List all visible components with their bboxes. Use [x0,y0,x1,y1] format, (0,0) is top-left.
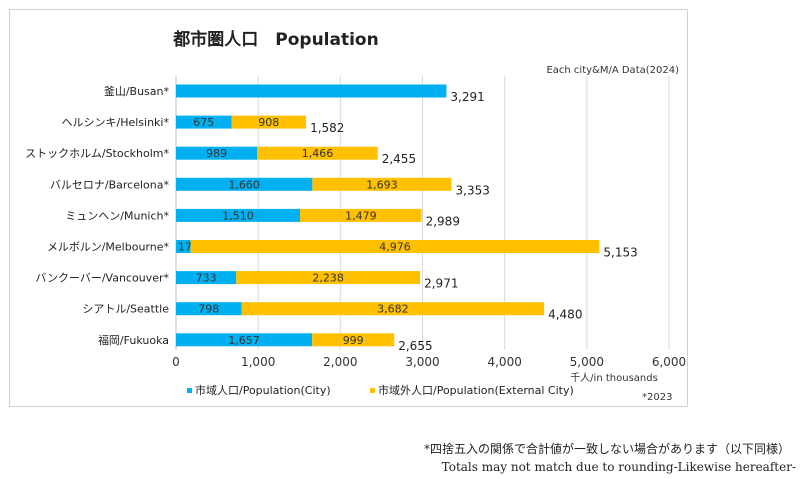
bar-city [176,271,237,285]
category-label: ミュンヘン/Munich* [65,209,169,222]
population-chart: 都市圏人口 Population Each city&M/A Data(2024… [25,29,686,403]
bar-external [300,208,422,222]
x-axis-unit-label: 千人/in thousands [570,372,658,384]
bar-total-label: 2,989 [426,214,460,228]
category-label: バルセロナ/Barcelona* [50,178,170,191]
bar-total-label: 5,153 [603,246,637,260]
bar-external [312,177,452,191]
chart-frame: 都市圏人口 Population Each city&M/A Data(2024… [9,9,688,407]
bar-city [176,208,301,222]
bar-value-label: 1,657 [228,334,260,347]
legend: 市域人口/Population(City) 市域外人口/Population(Ex… [187,383,574,397]
bar-value-label: 999 [343,334,364,347]
bar-city [176,115,232,129]
bar-value-label: 3,682 [377,303,409,316]
bar-value-label: 4,976 [379,241,411,254]
legend-label: 市域外人口/Population(External City) [378,383,574,397]
chart-note: *2023 [642,392,672,403]
bar-city [176,84,447,98]
bar-external [241,302,545,316]
bar-value-label: 798 [198,303,219,316]
bar-external [312,333,395,347]
bar-value-label: 675 [193,116,214,129]
bar-value-label: 2,238 [312,272,344,285]
category-label: バンクーバー/Vancouver* [35,272,169,285]
bar-value-label: 1,479 [345,209,377,222]
bar-total-label: 3,291 [450,90,484,104]
bar-city [176,302,242,316]
bar-external [231,115,307,129]
category-label: ヘルシンキ/Helsinki* [62,116,170,129]
bar-external [236,271,421,285]
category-label: ストックホルム/Stockholm* [25,147,169,160]
bar-city [176,240,191,253]
x-tick-label: 4,000 [487,355,521,369]
category-labels: 釜山/Busan* ヘルシンキ/Helsinki* ストックホルム/Stockhol… [25,84,169,347]
bar-total-label: 2,455 [382,152,416,166]
x-tick-label: 5,000 [570,355,604,369]
legend-swatch [187,388,192,393]
legend-swatch [370,388,375,393]
category-label: 福岡/Fukuoka [98,333,169,347]
chart-title: 都市圏人口 Population [172,29,378,50]
bar-value-label: 733 [196,272,217,285]
bar-value-label: 1,466 [302,147,334,160]
chart-subtitle: Each city&M/A Data(2024) [546,65,679,76]
x-tick-label: 2,000 [323,355,357,369]
x-tick-label: 1,000 [241,355,275,369]
bar-external [190,240,600,253]
bar-value-label: 1,510 [222,209,254,222]
x-tick-label: 0 [172,355,180,369]
bar-value-label: 989 [206,147,227,160]
bar-total-label: 1,582 [310,121,344,135]
footnote-japanese: *四捨五入の関係で合計値が一致しない場合があります（以下同様） [423,442,790,456]
x-tick-label: 6,000 [652,355,686,369]
bars: 3,291 675 908 1,582 989 1,466 2,455 1,660 1,693 3… [176,84,638,353]
legend-label: 市域人口/Population(City) [195,383,331,397]
bar-total-label: 2,655 [398,339,432,353]
bar-city [176,333,313,347]
bar-total-label: 2,971 [424,277,458,291]
footnote-english: Totals may not match due to rounding-Lik… [441,460,796,474]
bar-city [176,146,258,160]
bar-value-label: 908 [258,116,279,129]
bar-value-label: 1,693 [366,178,398,191]
category-label: シアトル/Seattle [82,303,169,316]
bar-total-label: 4,480 [548,308,582,322]
bar-external [257,146,378,160]
category-label: メルボルン/Melbourne* [47,241,170,254]
bar-total-label: 3,353 [456,183,490,197]
category-label: 釜山/Busan* [104,84,170,98]
bar-city [176,177,313,191]
bar-value-label: 1,660 [228,178,260,191]
x-tick-label: 3,000 [405,355,439,369]
